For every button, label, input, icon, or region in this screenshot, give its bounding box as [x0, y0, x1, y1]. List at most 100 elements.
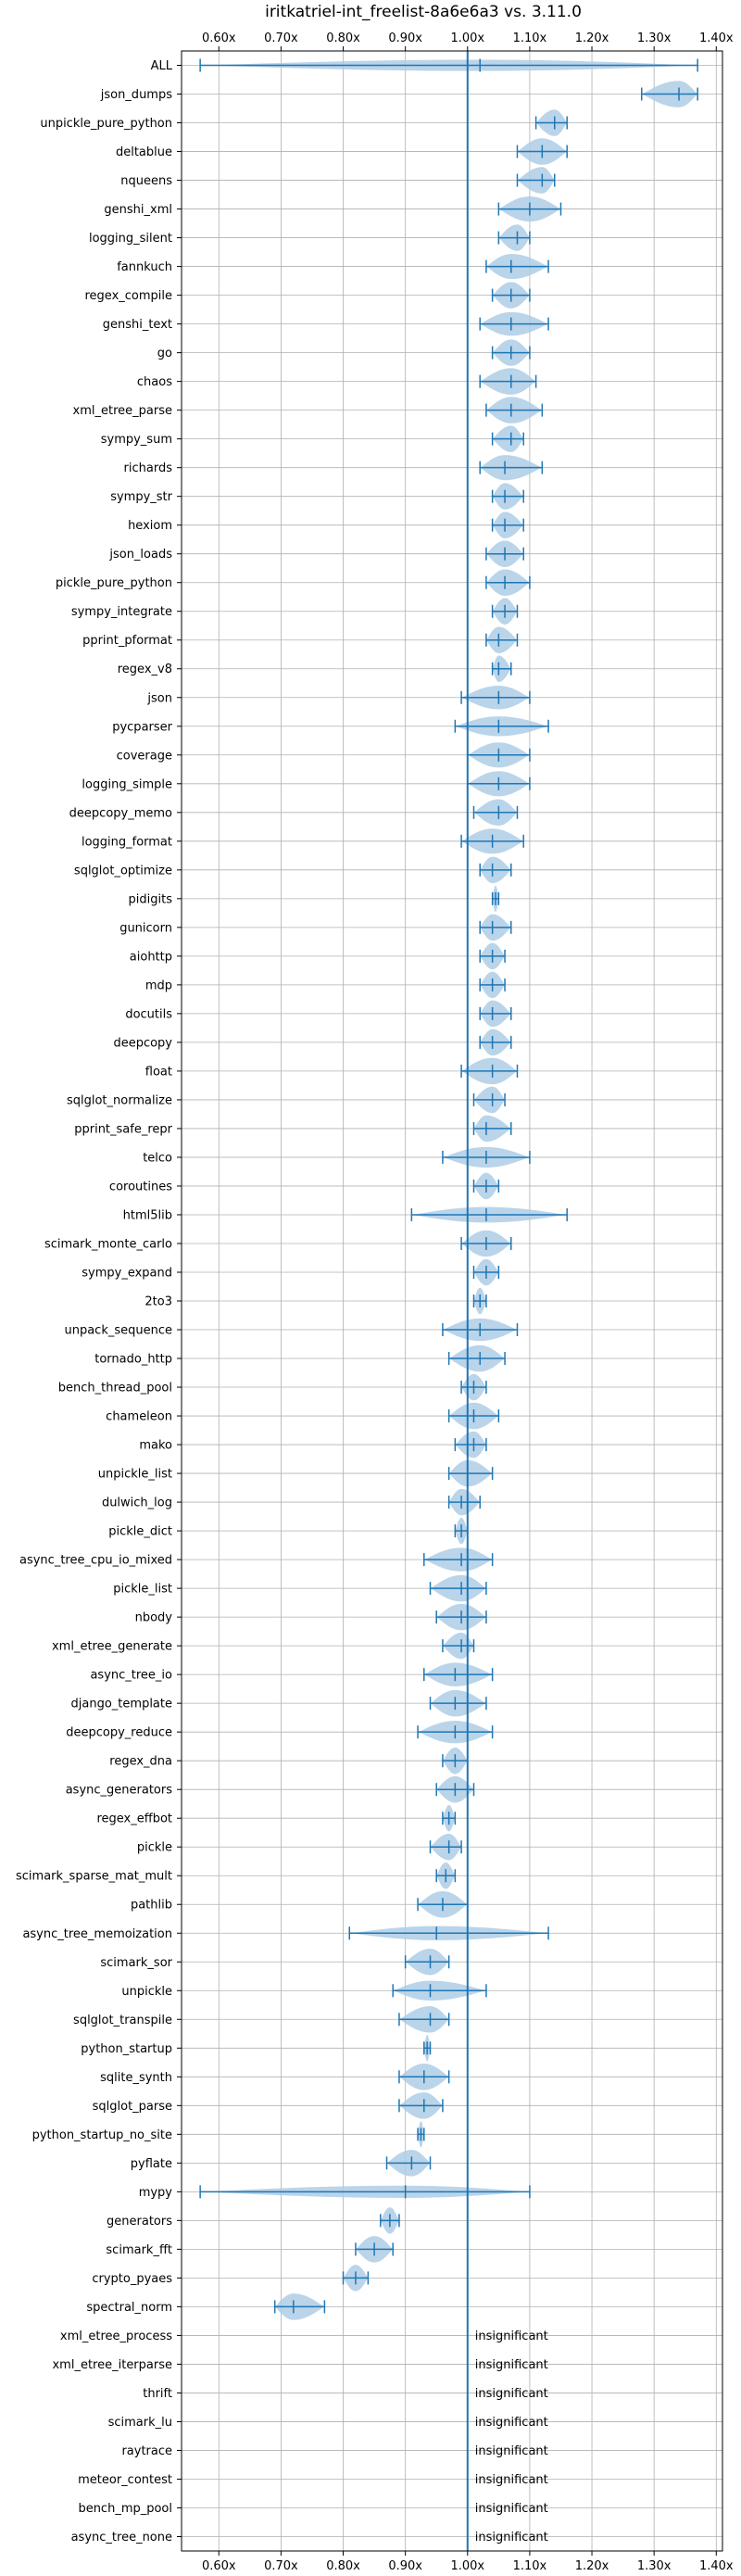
violin-sqlglot-parse: [398, 2092, 444, 2119]
violin-genshi-xml: [497, 196, 562, 222]
x-tick-label-bottom: 1.20x: [575, 2559, 609, 2573]
violin-deepcopy-memo: [472, 799, 519, 827]
violin-regex-effbot: [442, 1804, 457, 1832]
violin-spectral-norm: [273, 2293, 326, 2320]
y-tick-label: ALL: [151, 59, 173, 73]
y-tick-label: unpack_sequence: [64, 1324, 172, 1338]
insignificant-label: insignificant: [475, 2387, 548, 2401]
y-tick-label: fannkuch: [117, 260, 172, 274]
violin-layer: insignificant insignificant insignificant i…: [199, 51, 698, 2551]
y-tick-label: mdp: [145, 979, 172, 992]
violin-async-tree-cpu-io-mixed: [423, 1547, 494, 1572]
violin-scimark-sparse-mat-mult: [435, 1862, 457, 1889]
y-tick-label: scimark_lu: [108, 2416, 172, 2430]
violin-chaos: [479, 368, 537, 395]
y-tick-label: coroutines: [109, 1180, 172, 1193]
y-tick-label: 2to3: [144, 1295, 172, 1309]
y-tick-label: raytrace: [121, 2444, 172, 2458]
y-tick-label: sqlite_synth: [100, 2071, 172, 2085]
violin-python-startup: [423, 2035, 432, 2062]
violin-json-dumps: [640, 81, 698, 107]
violin-sympy-str: [491, 483, 524, 510]
y-tick-label: sqlglot_normalize: [67, 1093, 172, 1107]
violin-telco: [442, 1146, 531, 1168]
y-tick-label: pickle_pure_python: [56, 576, 172, 590]
y-tick-label: sympy_integrate: [71, 605, 172, 619]
violin-unpickle: [392, 1980, 487, 2001]
violin-deepcopy: [479, 1029, 512, 1056]
y-tick-label: pyflate: [131, 2157, 172, 2171]
violin-async-tree-memoization: [348, 1926, 549, 1940]
violin-deltablue: [516, 138, 568, 165]
y-tick-label: deepcopy_reduce: [66, 1726, 172, 1740]
violin-docutils: [479, 1000, 512, 1028]
y-tick-label: logging_format: [82, 835, 172, 849]
violin-pickle-list: [429, 1574, 487, 1602]
y-tick-label: bench_thread_pool: [58, 1382, 172, 1395]
y-tick-label: sqlglot_parse: [93, 2100, 172, 2114]
violin-json-loads: [485, 540, 524, 567]
insignificant-label: insignificant: [475, 2502, 548, 2516]
violin-sqlglot-transpile: [398, 2006, 450, 2033]
y-tick-label: aiohttp: [130, 950, 172, 964]
violin-regex-dna: [442, 1747, 469, 1774]
x-tick-label-top: 1.00x: [450, 32, 484, 45]
y-tick-label: spectral_norm: [86, 2301, 172, 2315]
violin-json: [460, 685, 531, 710]
y-tick-label: xml_etree_generate: [52, 1640, 172, 1654]
y-tick-label: pickle_dict: [108, 1525, 172, 1539]
y-tick-label: sympy_sum: [101, 433, 172, 447]
y-tick-label: json_loads: [108, 548, 172, 562]
y-tick-label: pickle: [137, 1841, 172, 1855]
y-tick-label: docutils: [125, 1007, 172, 1021]
y-tick-label: scimark_sparse_mat_mult: [16, 1870, 172, 1884]
y-tick-label: go: [157, 347, 172, 360]
violin-xml-etree-generate: [442, 1632, 475, 1660]
y-tick-label: html5lib: [123, 1208, 172, 1222]
violin-xml-etree-parse: [485, 397, 544, 423]
violin-genshi-text: [479, 311, 549, 336]
violin-pidigits: [491, 885, 500, 913]
violin-deepcopy-reduce: [417, 1721, 494, 1744]
y-tick-label: genshi_xml: [104, 203, 172, 217]
violin-coroutines: [472, 1172, 500, 1200]
x-tick-label-bottom: 1.00x: [450, 2559, 484, 2573]
violin-sqlite-synth: [398, 2064, 450, 2090]
y-tick-label: deepcopy_memo: [69, 806, 172, 820]
y-tick-label: meteor_contest: [78, 2473, 172, 2487]
violin-regex-compile: [491, 282, 531, 309]
x-tick-label-bottom: 1.30x: [637, 2559, 672, 2573]
violin-sqlglot-optimize: [479, 856, 512, 884]
y-tick-label: pathlib: [131, 1899, 172, 1913]
y-tick-label: regex_dna: [109, 1755, 172, 1769]
y-tick-label: regex_v8: [118, 663, 172, 676]
y-tick-label: tornado_http: [94, 1353, 172, 1367]
x-tick-label-bottom: 1.10x: [513, 2559, 547, 2573]
violin-nqueens: [516, 167, 556, 194]
x-tick-label-top: 1.10x: [513, 32, 547, 45]
y-tick-label: xml_etree_process: [60, 2330, 172, 2343]
y-tick-label: xml_etree_iterparse: [52, 2358, 172, 2372]
violin-dulwich-log: [447, 1488, 481, 1516]
y-tick-label: unpickle: [121, 1985, 172, 1999]
y-tick-label: json_dumps: [100, 88, 172, 102]
y-tick-label: pprint_pformat: [82, 634, 172, 648]
y-tick-label: coverage: [117, 749, 172, 763]
violin-sqlglot-normalize: [472, 1086, 506, 1114]
x-tick-label-top: 0.60x: [202, 32, 236, 45]
y-tick-label: json: [146, 691, 172, 705]
y-tick-label: unpickle_pure_python: [40, 117, 172, 131]
violin-fannkuch: [485, 254, 549, 280]
violin-async-generators: [435, 1775, 475, 1803]
y-tick-label: chaos: [137, 375, 172, 389]
y-tick-label: float: [145, 1065, 172, 1079]
violin-float: [460, 1057, 519, 1085]
violin-2to3: [472, 1287, 487, 1315]
violin-pprint-pformat: [485, 626, 519, 653]
violin-generators: [380, 2207, 400, 2234]
violin-pycparser: [454, 716, 549, 737]
y-tick-label: logging_simple: [82, 777, 172, 791]
y-tick-label: thrift: [143, 2387, 172, 2401]
